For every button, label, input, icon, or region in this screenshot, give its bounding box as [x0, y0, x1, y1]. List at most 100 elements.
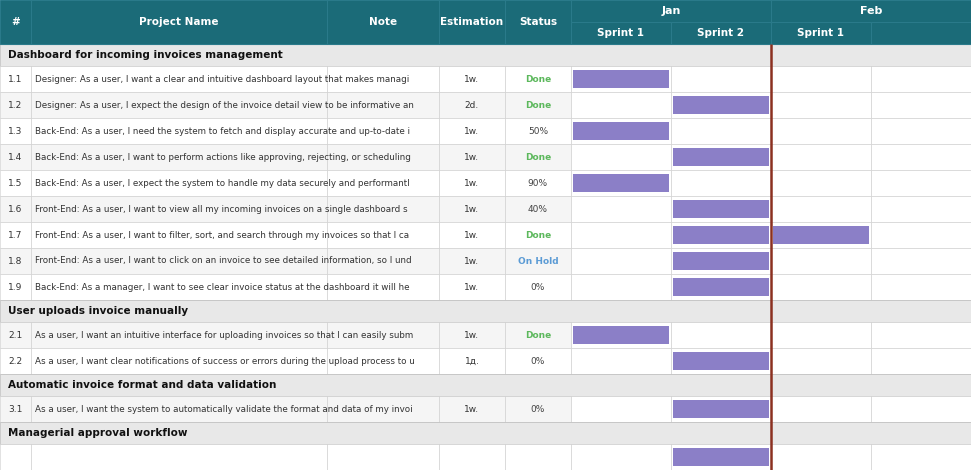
Bar: [31, 274, 327, 300]
Bar: [771, 322, 871, 348]
Bar: [671, 248, 771, 274]
Bar: [0, 444, 31, 470]
Bar: [871, 222, 971, 248]
Bar: [31, 118, 327, 144]
Text: Dashboard for incoming invoices management: Dashboard for incoming invoices manageme…: [8, 50, 283, 60]
Bar: [0, 0, 31, 44]
Bar: [0, 222, 31, 248]
Text: Sprint 2: Sprint 2: [697, 28, 745, 38]
Bar: [439, 444, 505, 470]
Bar: [871, 22, 971, 44]
Bar: [573, 174, 669, 192]
Bar: [571, 118, 671, 144]
Bar: [31, 248, 327, 274]
Bar: [771, 92, 871, 118]
Bar: [571, 22, 671, 44]
Text: 1w.: 1w.: [464, 204, 480, 213]
Bar: [505, 248, 571, 274]
Bar: [505, 144, 571, 170]
Bar: [31, 444, 327, 470]
Bar: [771, 144, 871, 170]
Text: As a user, I want an intuitive interface for uploading invoices so that I can ea: As a user, I want an intuitive interface…: [35, 330, 414, 339]
Text: 2.1: 2.1: [9, 330, 22, 339]
Bar: [505, 222, 571, 248]
Bar: [573, 122, 669, 140]
Bar: [0, 274, 31, 300]
Bar: [439, 66, 505, 92]
Bar: [871, 396, 971, 422]
Bar: [31, 348, 327, 374]
Text: 1.9: 1.9: [9, 282, 22, 291]
Text: 1w.: 1w.: [464, 152, 480, 162]
Text: Front-End: As a user, I want to filter, sort, and search through my invoices so : Front-End: As a user, I want to filter, …: [35, 230, 409, 240]
Bar: [0, 322, 31, 348]
Bar: [771, 22, 871, 44]
Bar: [871, 348, 971, 374]
Text: 90%: 90%: [528, 179, 548, 188]
Bar: [31, 322, 327, 348]
Bar: [0, 118, 31, 144]
Bar: [871, 118, 971, 144]
Bar: [771, 118, 871, 144]
Bar: [871, 322, 971, 348]
Text: 2.2: 2.2: [9, 357, 22, 366]
Bar: [871, 66, 971, 92]
Bar: [571, 92, 671, 118]
Bar: [573, 326, 669, 344]
Bar: [439, 348, 505, 374]
Bar: [31, 170, 327, 196]
Bar: [439, 322, 505, 348]
Bar: [0, 374, 971, 396]
Bar: [439, 274, 505, 300]
Text: Automatic invoice format and data validation: Automatic invoice format and data valida…: [8, 380, 277, 390]
Bar: [327, 66, 439, 92]
Text: Managerial approval workflow: Managerial approval workflow: [8, 428, 187, 438]
Text: Sprint 1: Sprint 1: [797, 28, 845, 38]
Bar: [327, 92, 439, 118]
Bar: [571, 348, 671, 374]
Bar: [0, 170, 31, 196]
Bar: [871, 274, 971, 300]
Bar: [773, 226, 869, 244]
Bar: [327, 118, 439, 144]
Text: 1.1: 1.1: [9, 75, 22, 84]
Bar: [771, 222, 871, 248]
Bar: [771, 396, 871, 422]
Text: 1.6: 1.6: [9, 204, 22, 213]
Bar: [871, 196, 971, 222]
Text: User uploads invoice manually: User uploads invoice manually: [8, 306, 188, 316]
Bar: [871, 92, 971, 118]
Bar: [439, 222, 505, 248]
Bar: [31, 222, 327, 248]
Text: 40%: 40%: [528, 204, 548, 213]
Bar: [671, 274, 771, 300]
Bar: [505, 322, 571, 348]
Text: 1.4: 1.4: [9, 152, 22, 162]
Bar: [671, 222, 771, 248]
Text: 1w.: 1w.: [464, 126, 480, 135]
Text: Designer: As a user, I want a clear and intuitive dashboard layout that makes ma: Designer: As a user, I want a clear and …: [35, 75, 410, 84]
Text: Note: Note: [369, 17, 397, 27]
Bar: [439, 144, 505, 170]
Bar: [505, 444, 571, 470]
Bar: [505, 170, 571, 196]
Text: #: #: [11, 17, 20, 27]
Bar: [31, 66, 327, 92]
Text: 0%: 0%: [531, 357, 545, 366]
Text: 1w.: 1w.: [464, 282, 480, 291]
Text: 50%: 50%: [528, 126, 548, 135]
Bar: [671, 66, 771, 92]
Bar: [671, 444, 771, 470]
Bar: [571, 396, 671, 422]
Bar: [439, 118, 505, 144]
Bar: [771, 66, 871, 92]
Text: Done: Done: [524, 152, 552, 162]
Text: Estimation: Estimation: [440, 17, 504, 27]
Bar: [673, 278, 769, 296]
Bar: [0, 300, 971, 322]
Bar: [31, 144, 327, 170]
Text: 1.3: 1.3: [9, 126, 22, 135]
Bar: [327, 144, 439, 170]
Bar: [571, 144, 671, 170]
Bar: [671, 322, 771, 348]
